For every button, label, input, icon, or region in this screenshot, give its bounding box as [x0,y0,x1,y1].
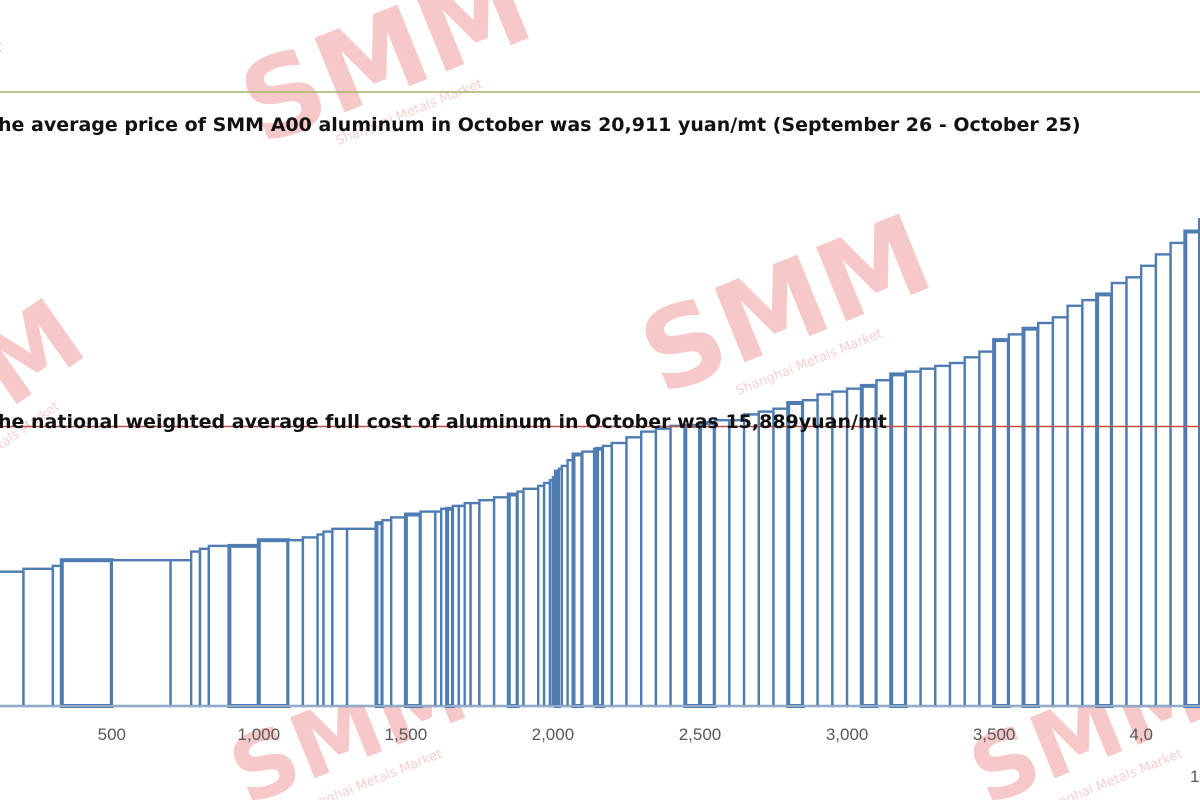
bottom-right-fragment: 1 [1190,767,1199,786]
cost-bar [390,516,408,708]
cost-bar [742,413,760,708]
cost-bar [859,383,879,708]
cost-bar [301,536,319,708]
cost-bar [1183,229,1200,708]
cost-bar [419,510,437,708]
cost-bar [381,519,393,708]
cost-bar [492,496,511,708]
cost-bar [1021,326,1041,708]
cost-bar [322,530,334,708]
x-tick-label: 3,500 [973,725,1016,744]
cost-bar [919,367,937,708]
cost-bar [59,558,114,709]
cost-bar [831,390,849,708]
cost-bar [0,570,25,708]
cost-bar [581,450,596,708]
cost-bar [110,559,172,708]
cost-annotation: he national weighted average full cost o… [0,411,887,433]
cost-bar [948,361,966,708]
cost-bar [331,527,349,708]
cost-bar [816,393,834,708]
cost-bar [189,550,202,708]
x-tick-label: 1,000 [238,725,281,744]
cost-bar [1110,281,1128,708]
cost-bar [889,372,908,708]
cost-bar [506,492,520,708]
cost-bar [934,364,952,708]
x-tick-label: 500 [98,725,126,744]
cost-bar [1125,276,1143,708]
watermark-text: SMM [224,0,548,170]
cost-bar [610,441,628,708]
cost-bar [992,338,1011,708]
cost-bar [1139,264,1158,708]
cost-bar [845,387,863,708]
cost-bar [640,430,658,708]
x-tick-label: 2,000 [532,725,575,744]
x-tick-label: 2,500 [679,725,722,744]
cost-bar [683,423,702,708]
cost-bar [522,487,540,708]
cost-bar [287,539,305,708]
x-tick-label: 4,0 [1129,725,1153,744]
cost-bar [1007,333,1025,708]
top-left-fragment: t [0,37,1,56]
x-tick-label: 1,500 [385,725,428,744]
cost-bar [963,356,981,708]
cost-bar [403,512,423,708]
cost-bar [227,543,261,709]
cost-bar [169,559,193,708]
cost-bar [1051,316,1069,708]
cost-bar [469,501,481,708]
cost-bar [601,444,613,708]
cost-curve-series [0,218,1200,709]
cost-bar [772,407,790,708]
cost-bar [571,452,585,708]
cost-bar [786,401,805,708]
cost-bar [198,547,211,708]
x-axis-ticks: 500 1,000 1,500 2,000 2,500 3,000 3,500 4,0 [98,725,1153,744]
cost-bar [757,410,775,708]
price-annotation: he average price of SMM A00 aluminum in … [0,114,1081,136]
cost-bar [978,350,996,708]
cost-bar [1095,292,1114,708]
cost-bar [698,421,717,708]
cost-bar [207,544,231,708]
cost-bar [478,499,496,708]
cost-bar [713,419,731,708]
cost-bar [801,399,819,708]
cost-bar [728,419,746,708]
cost-bar [654,427,672,708]
cost-bar [345,527,378,708]
cost-bar [1169,241,1187,708]
cost-bar [904,370,922,708]
cost-bar [669,424,687,708]
cost-bar [1036,321,1055,708]
cost-bar [256,538,291,709]
cost-bar [1154,253,1172,708]
cost-bar [1081,298,1099,708]
cost-bar [1066,304,1084,708]
cost-bar [22,567,55,708]
cost-bar [625,436,643,708]
x-tick-label: 3,000 [826,725,869,744]
